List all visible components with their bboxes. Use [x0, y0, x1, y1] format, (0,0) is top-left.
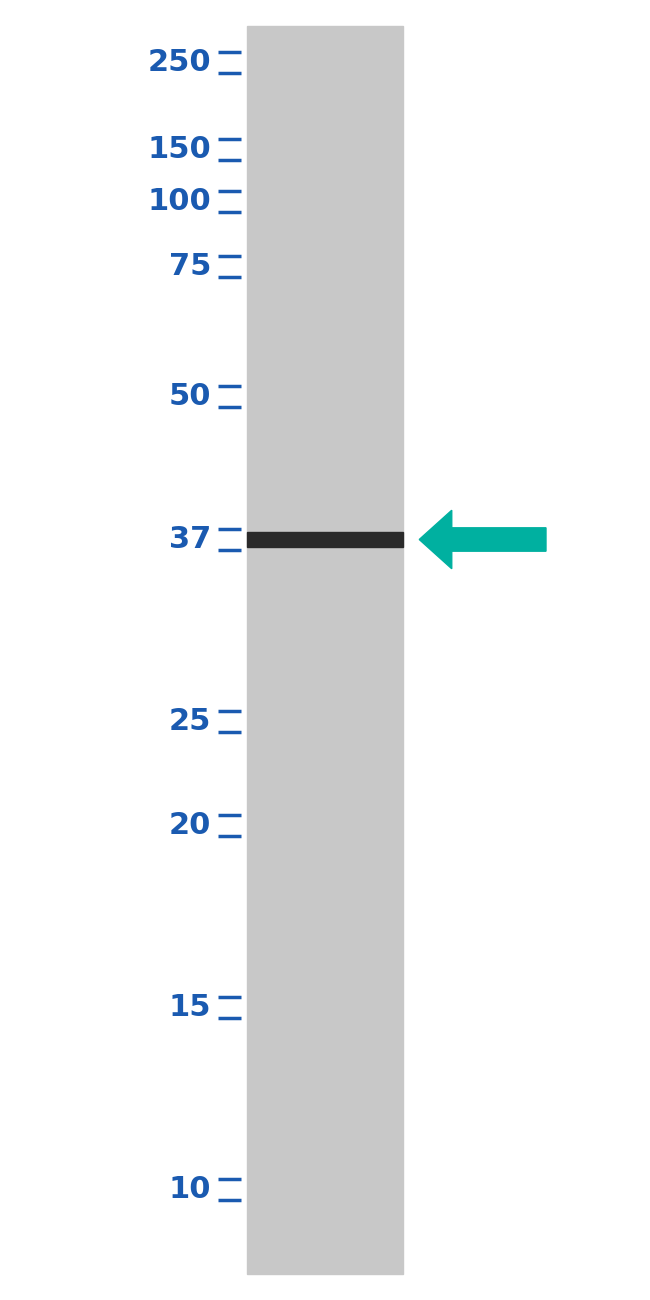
Text: 75: 75	[169, 252, 211, 281]
Text: 250: 250	[148, 48, 211, 77]
Text: 15: 15	[169, 993, 211, 1022]
FancyArrow shape	[419, 510, 546, 569]
Text: 25: 25	[169, 707, 211, 736]
Text: 10: 10	[169, 1175, 211, 1204]
Text: 37: 37	[169, 525, 211, 554]
Text: 50: 50	[169, 382, 211, 411]
Bar	[247, 532, 403, 547]
Bar	[247, 26, 403, 1274]
Text: 100: 100	[148, 187, 211, 216]
Text: 20: 20	[169, 811, 211, 840]
Text: 150: 150	[148, 135, 211, 164]
